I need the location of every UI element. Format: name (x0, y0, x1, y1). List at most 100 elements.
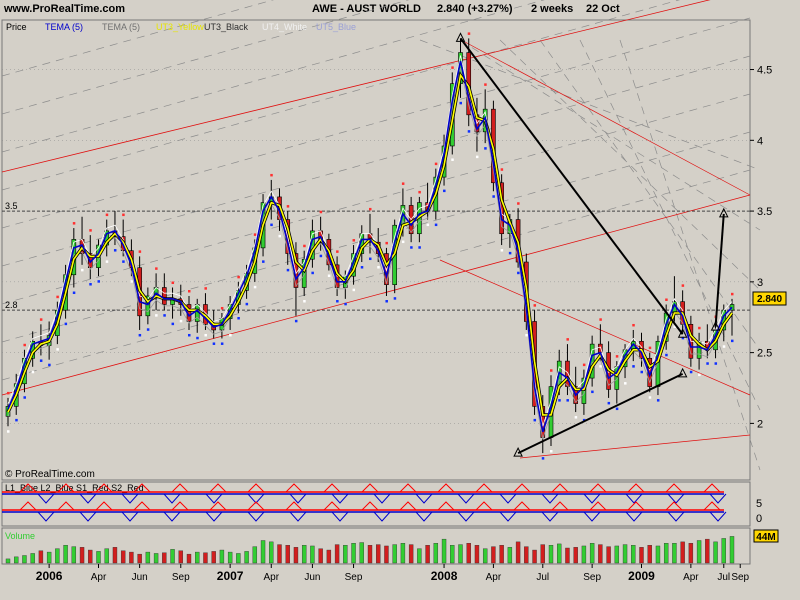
stop-dot (689, 370, 693, 374)
indicator-wave-blue (2, 511, 727, 522)
volume-bar (162, 552, 167, 564)
volume-bar (729, 536, 735, 564)
stop-dot (566, 399, 569, 402)
title-bar: www.ProRealTime.com AWE - AUST WORLD 2.8… (0, 0, 800, 20)
stop-dot-red (681, 284, 685, 287)
stop-dot (508, 251, 512, 255)
channel-gridline (419, 39, 761, 171)
stop-dot (656, 399, 660, 402)
stop-dot-red (615, 355, 619, 358)
annotation-line (714, 213, 725, 328)
stop-dot (146, 328, 150, 331)
price-axis: 2 2.5 3 3.5 4 4.5 (750, 65, 772, 430)
stop-dot-red (220, 306, 224, 310)
x-tick-label: Jul (536, 572, 549, 583)
channel-gridline (1, 55, 751, 267)
x-tick-label: 2007 (217, 569, 244, 583)
x-tick-label: Sep (172, 572, 190, 583)
volume-bar (384, 545, 389, 564)
stop-dot (48, 363, 51, 367)
site-url[interactable]: www.ProRealTime.com (4, 3, 126, 15)
volume-bar (14, 556, 19, 564)
stop-dot-red (550, 369, 553, 372)
volume-bar (236, 553, 241, 564)
stop-dot-red (698, 326, 701, 330)
stop-dot (418, 246, 421, 249)
volume-bar (515, 541, 521, 564)
volume-bars (5, 536, 735, 564)
stop-dot (550, 450, 553, 453)
stop-dot-red (566, 338, 569, 341)
channel-gridline (1, 0, 274, 77)
stop-dot (253, 285, 257, 289)
x-tick-label: Jul (717, 572, 730, 583)
stop-dot (212, 342, 216, 345)
stop-dot (574, 416, 578, 419)
volume-bar (417, 548, 422, 564)
stop-dot-red (434, 162, 438, 166)
price-grid (2, 69, 750, 424)
stop-dot (327, 274, 331, 278)
stop-dot (163, 314, 166, 317)
stop-dot-red (731, 292, 734, 296)
volume-bar (293, 547, 299, 564)
stop-dot (196, 336, 199, 340)
watermark: © ProRealTime.com (5, 469, 95, 480)
channel-gridline (539, 39, 761, 351)
volume-bar (474, 545, 480, 564)
volume-bar (301, 545, 307, 564)
stop-dot (81, 268, 84, 272)
stop-dot (237, 316, 240, 320)
stop-dot (426, 223, 430, 227)
stop-dot (632, 365, 635, 368)
stop-dot (640, 370, 643, 374)
volume-bar (137, 553, 142, 564)
x-tick-label: Apr (91, 572, 107, 583)
stop-dot-red (648, 346, 652, 350)
stop-dot (525, 333, 528, 337)
volume-label: Volume (5, 531, 35, 541)
stop-dot (138, 333, 142, 337)
volume-bar (598, 544, 603, 564)
indicator-lines (6, 55, 734, 440)
stop-dot-red (138, 250, 142, 253)
stop-dot (23, 396, 26, 399)
stop-dot (714, 362, 718, 365)
volume-bar (38, 550, 44, 564)
volume-bar (557, 543, 562, 564)
stop-dot (89, 283, 92, 286)
period-label: 2 weeks (531, 3, 574, 15)
annotation-marker (513, 446, 523, 457)
time-axis: 2006 Apr Jun Sep 2007 Apr Jun Sep 2008 Apr Jul Sep 2… (36, 564, 750, 583)
volume-bar (425, 545, 430, 564)
volume-bar (22, 555, 27, 564)
volume-bar (30, 553, 35, 564)
legend-ut3-black: UT3_Black (204, 22, 249, 32)
volume-bar (713, 541, 718, 564)
stop-dot-red (89, 229, 92, 232)
x-tick-label: Sep (583, 572, 601, 583)
stop-dot (319, 254, 323, 258)
volume-bar (227, 551, 233, 564)
stop-dot (105, 260, 109, 263)
stop-dot-red (336, 250, 339, 253)
volume-bar (573, 547, 578, 564)
stop-dot (673, 325, 676, 328)
stop-dot (558, 399, 561, 402)
series-tema (7, 60, 733, 433)
volume-bar (491, 546, 496, 564)
stop-dot (303, 300, 306, 303)
x-tick-label: Jun (132, 572, 148, 583)
stop-dot-red (270, 173, 273, 177)
stop-dot-red (665, 298, 668, 301)
stop-dot (294, 319, 298, 323)
volume-bar (104, 548, 109, 564)
volume-bar (244, 551, 249, 564)
volume-bar (145, 551, 151, 564)
legend-ut5-blue: UT5_Blue (316, 22, 356, 32)
volume-bar (203, 552, 208, 564)
stop-dot-red (286, 205, 290, 208)
stop-dot (467, 130, 471, 133)
volume-bar (606, 546, 611, 564)
volume-bar (112, 547, 118, 564)
